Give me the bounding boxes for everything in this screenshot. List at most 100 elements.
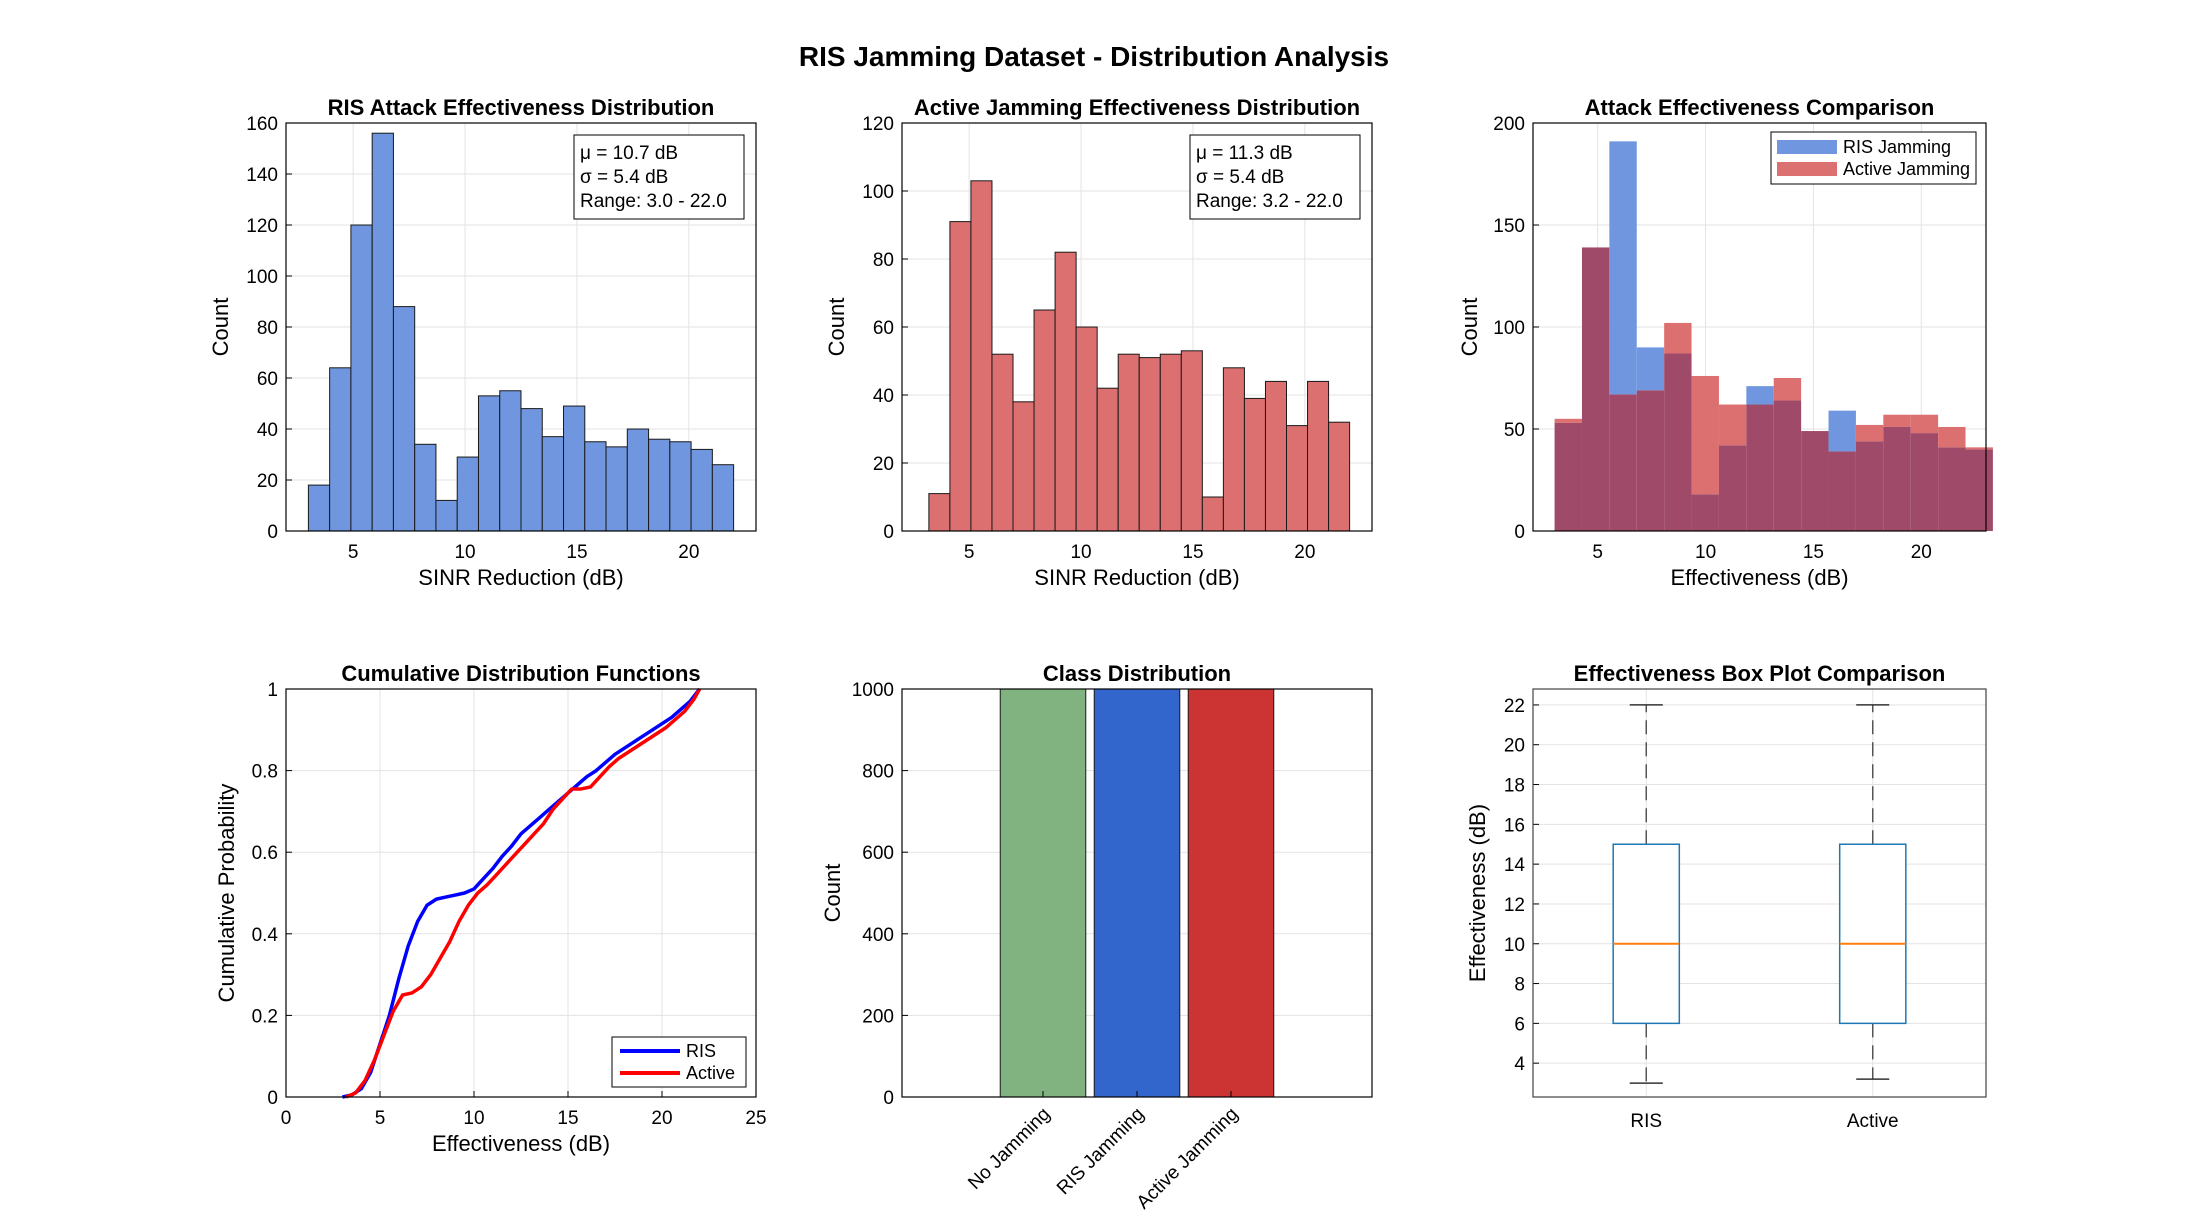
ris-bar	[1828, 410, 1856, 452]
y-tick-label: 8	[1514, 975, 1525, 996]
x-tick-label: 5	[1592, 542, 1603, 563]
ris-bar	[1609, 141, 1637, 395]
y-tick-label: 60	[873, 318, 894, 339]
overlap-bar	[1828, 451, 1856, 531]
figure-title: RIS Jamming Dataset - Distribution Analy…	[799, 41, 1389, 72]
x-tick-label: 15	[1182, 542, 1203, 563]
histogram-bar	[1328, 421, 1351, 532]
panel-title: Attack Effectiveness Comparison	[1585, 95, 1935, 120]
histogram-bar	[1307, 380, 1330, 532]
x-axis-label: SINR Reduction (dB)	[418, 565, 623, 590]
x-tick-label: 15	[566, 542, 587, 563]
histogram-bar	[690, 448, 713, 532]
x-tick-label: 10	[463, 1108, 484, 1129]
stats-box	[573, 134, 745, 220]
axes-frame	[285, 122, 757, 532]
y-tick-label: 18	[1504, 776, 1525, 797]
axes-frame	[285, 688, 757, 1098]
x-tick-label: 5	[348, 542, 359, 563]
panel-title: Cumulative Distribution Functions	[341, 661, 700, 686]
y-tick-label: 0	[267, 1088, 278, 1109]
y-tick-label: 150	[1493, 216, 1525, 237]
y-tick-label: 0.6	[252, 843, 278, 864]
histogram-bar	[329, 367, 352, 532]
y-tick-label: 0	[883, 522, 894, 543]
histogram-bar	[350, 224, 373, 532]
ris-histogram-panel: 0 20 40 60 80 100 120 140 160 5 10 15 20 μ = 10.7 dB σ…	[208, 95, 757, 590]
histogram-bar	[1075, 326, 1098, 532]
y-tick-label: 0.4	[252, 925, 279, 946]
histogram-bar	[1096, 387, 1119, 532]
histogram-bar	[541, 436, 565, 532]
overlap-bar	[1554, 422, 1582, 531]
x-tick-label: Active Jamming	[1133, 1104, 1243, 1214]
x-tick-label: 10	[1070, 542, 1091, 563]
legend-box	[611, 1036, 747, 1088]
x-axis-label: Effectiveness (dB)	[432, 1131, 610, 1156]
y-tick-label: 80	[257, 318, 278, 339]
panel-title: Effectiveness Box Plot Comparison	[1574, 661, 1946, 686]
y-tick-label: 16	[1504, 815, 1525, 836]
overlap-bar	[1636, 390, 1665, 531]
y-axis-label: Count	[824, 298, 849, 357]
active-bar	[1554, 418, 1582, 423]
overlap-bar	[1910, 433, 1939, 531]
histogram-bar	[1201, 496, 1224, 532]
class-bar	[999, 688, 1087, 1098]
histogram-bar	[392, 306, 416, 532]
y-tick-label: 800	[862, 762, 894, 783]
cdf-line-active	[345, 688, 702, 1099]
histogram-bar	[1033, 309, 1056, 532]
y-tick-label: 200	[862, 1006, 894, 1027]
y-axis-label: Effectiveness (dB)	[1465, 804, 1490, 982]
axes-frame	[901, 122, 1373, 532]
histogram-bar	[605, 446, 628, 532]
y-tick-label: 6	[1514, 1014, 1525, 1035]
active-histogram-panel: 0 20 40 60 80 100 120 5 10 15 20 μ = 11.3 dB σ = 5.4…	[824, 95, 1373, 590]
plot-area	[1533, 689, 1986, 1097]
x-tick-label: RIS	[1630, 1111, 1662, 1132]
x-tick-label: 15	[1803, 542, 1824, 563]
y-tick-label: 400	[862, 925, 894, 946]
y-axis-label: Count	[820, 864, 845, 923]
panel-title: RIS Attack Effectiveness Distribution	[328, 95, 715, 120]
boxplot-panel: 4 6 8 10 12 14 16 18 20 22 RIS Active Effectiveness …	[1465, 661, 1987, 1132]
legend-label-active: Active Jamming	[1843, 159, 1970, 179]
ris-bar	[1746, 386, 1774, 405]
y-tick-label: 22	[1504, 696, 1525, 717]
y-tick-label: 12	[1504, 895, 1525, 916]
active-bar	[1938, 426, 1966, 448]
histogram-bar	[928, 493, 951, 532]
histogram-bar	[435, 499, 458, 532]
x-tick-label: 20	[678, 542, 699, 563]
y-axis-label: Count	[208, 298, 233, 357]
stats-line: Range: 3.0 - 22.0	[580, 191, 727, 212]
active-bar	[1883, 414, 1911, 427]
y-tick-label: 0	[883, 1088, 894, 1109]
y-tick-label: 600	[862, 843, 894, 864]
axes-frame	[901, 688, 1373, 1098]
y-axis-label: Cumulative Probability	[214, 784, 239, 1003]
legend-label-ris: RIS Jamming	[1843, 137, 1951, 157]
histogram-bar	[307, 484, 331, 532]
histogram-bar	[1117, 353, 1140, 532]
overlap-bar	[1718, 445, 1747, 531]
legend-swatch-active	[1777, 162, 1837, 176]
x-tick-label: 20	[651, 1108, 672, 1129]
y-tick-label: 0.2	[252, 1006, 278, 1027]
y-tick-label: 200	[1493, 114, 1525, 135]
active-bar	[1910, 414, 1939, 434]
y-tick-label: 140	[246, 165, 278, 186]
y-tick-label: 60	[257, 369, 278, 390]
histogram-bar	[1138, 357, 1161, 532]
x-tick-label: 25	[745, 1108, 766, 1129]
histogram-bar	[1054, 251, 1077, 532]
histogram-bar	[1222, 367, 1245, 532]
overlap-bar	[1581, 247, 1610, 531]
axes-frame	[1532, 688, 1987, 1098]
x-tick-label: 5	[375, 1108, 386, 1129]
legend-label-ris: RIS	[686, 1041, 716, 1061]
x-tick-label: Active	[1847, 1111, 1899, 1132]
